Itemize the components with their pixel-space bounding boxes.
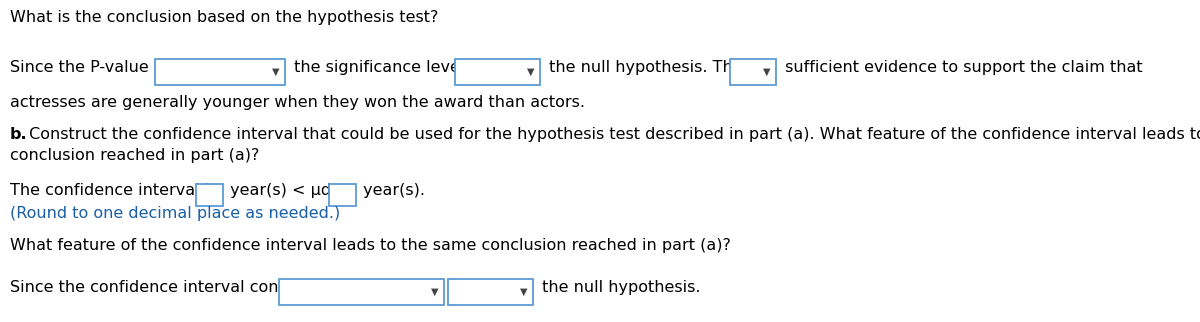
FancyBboxPatch shape [197,184,223,206]
Text: ▼: ▼ [527,67,534,77]
Text: ▼: ▼ [521,287,528,297]
Text: (Round to one decimal place as needed.): (Round to one decimal place as needed.) [10,206,341,221]
Text: ▼: ▼ [272,67,280,77]
FancyBboxPatch shape [329,184,355,206]
Text: conclusion reached in part (a)?: conclusion reached in part (a)? [10,148,259,163]
FancyBboxPatch shape [448,279,533,305]
Text: the null hypothesis. There: the null hypothesis. There [544,60,758,75]
Text: b.: b. [10,127,28,142]
FancyBboxPatch shape [455,59,540,85]
Text: What feature of the confidence interval leads to the same conclusion reached in : What feature of the confidence interval … [10,238,731,253]
Text: actresses are generally younger when they won the award than actors.: actresses are generally younger when the… [10,95,586,110]
FancyBboxPatch shape [280,279,444,305]
Text: Since the confidence interval contains: Since the confidence interval contains [10,280,323,295]
Text: ▼: ▼ [763,67,770,77]
Text: year(s) < μd <: year(s) < μd < [226,183,350,198]
Text: year(s).: year(s). [358,183,425,198]
Text: Since the P-value is: Since the P-value is [10,60,172,75]
FancyBboxPatch shape [155,59,284,85]
Text: the significance level,: the significance level, [289,60,469,75]
Text: Construct the confidence interval that could be used for the hypothesis test des: Construct the confidence interval that c… [24,127,1200,142]
Text: The confidence interval is: The confidence interval is [10,183,223,198]
Text: ▼: ▼ [431,287,439,297]
Text: the null hypothesis.: the null hypothesis. [538,280,701,295]
Text: sufficient evidence to support the claim that: sufficient evidence to support the claim… [780,60,1142,75]
FancyBboxPatch shape [730,59,775,85]
Text: What is the conclusion based on the hypothesis test?: What is the conclusion based on the hypo… [10,10,438,25]
